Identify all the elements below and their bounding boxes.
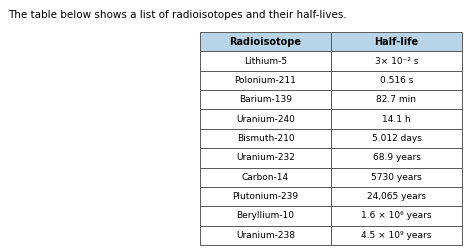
Text: Radioisotope: Radioisotope: [229, 37, 301, 47]
Text: Lithium-5: Lithium-5: [244, 56, 287, 66]
Text: 14.1 h: 14.1 h: [382, 115, 411, 124]
Text: 5730 years: 5730 years: [371, 173, 422, 182]
Text: 0.516 s: 0.516 s: [380, 76, 413, 85]
Text: 68.9 years: 68.9 years: [373, 153, 420, 162]
Text: 4.5 × 10⁹ years: 4.5 × 10⁹ years: [361, 231, 432, 240]
Text: 1.6 × 10⁶ years: 1.6 × 10⁶ years: [361, 211, 432, 220]
Text: Uranium-232: Uranium-232: [236, 153, 295, 162]
Text: 3× 10⁻² s: 3× 10⁻² s: [375, 56, 418, 66]
Text: Uranium-240: Uranium-240: [236, 115, 295, 124]
Text: Bismuth-210: Bismuth-210: [237, 134, 294, 143]
Text: The table below shows a list of radioisotopes and their half-lives.: The table below shows a list of radioiso…: [8, 10, 347, 20]
Text: 24,065 years: 24,065 years: [367, 192, 426, 201]
Text: 5.012 days: 5.012 days: [372, 134, 421, 143]
Text: Half-life: Half-life: [374, 37, 419, 47]
Text: Polonium-211: Polonium-211: [235, 76, 296, 85]
Text: Uranium-238: Uranium-238: [236, 231, 295, 240]
Text: 82.7 min: 82.7 min: [376, 95, 417, 104]
Text: Beryllium-10: Beryllium-10: [237, 211, 294, 220]
Text: Barium-139: Barium-139: [239, 95, 292, 104]
Text: Carbon-14: Carbon-14: [242, 173, 289, 182]
Text: Plutonium-239: Plutonium-239: [232, 192, 299, 201]
